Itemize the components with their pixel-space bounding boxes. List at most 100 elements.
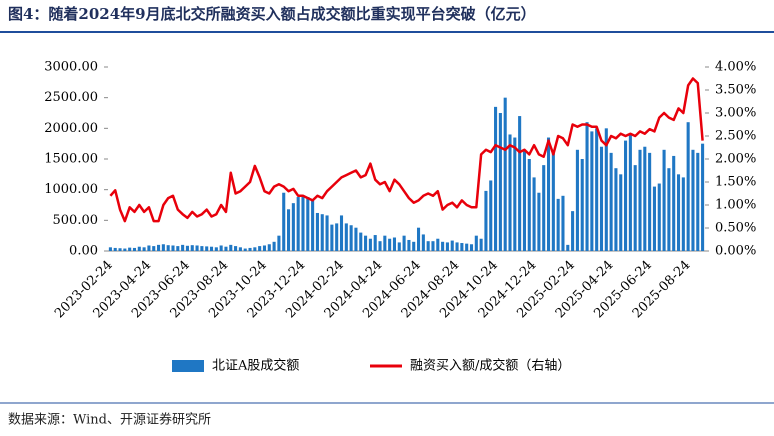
bar — [609, 152, 613, 251]
bar — [262, 245, 267, 251]
bar — [638, 149, 642, 251]
bar — [595, 128, 599, 251]
chart-title: 图4：随着2024年9月底北交所融资买入额占成交额比重实现平台突破（亿元） — [8, 5, 536, 23]
bar — [397, 242, 401, 251]
bar — [335, 223, 339, 251]
bar — [171, 245, 175, 251]
bar — [258, 246, 262, 251]
y2-tick-label: 0.00% — [715, 244, 756, 259]
bar — [580, 159, 584, 251]
y-tick-label: 1000.00 — [44, 182, 98, 197]
y2-tick-label: 3.50% — [715, 83, 756, 98]
bar — [619, 174, 623, 251]
bar — [657, 183, 661, 251]
bar — [248, 247, 252, 251]
bar — [181, 244, 185, 251]
bar — [407, 239, 411, 251]
bar — [152, 246, 156, 251]
bar — [306, 197, 310, 251]
bar — [628, 134, 632, 251]
bar — [431, 241, 435, 251]
bar — [662, 149, 666, 251]
bar — [123, 248, 127, 251]
bar — [209, 246, 214, 251]
bar — [667, 168, 671, 251]
y2-tick-label: 2.50% — [715, 129, 756, 144]
bar — [450, 240, 454, 251]
bar — [176, 246, 180, 251]
bar — [460, 243, 464, 251]
y-tick-label: 1500.00 — [44, 152, 98, 167]
bar — [147, 245, 151, 251]
bar — [373, 235, 377, 251]
bar — [686, 122, 690, 251]
bar — [311, 200, 315, 251]
bar — [287, 209, 291, 251]
bar — [701, 143, 705, 251]
bar — [359, 232, 363, 251]
bar — [696, 152, 700, 251]
y-tick-label: 3000.00 — [44, 60, 98, 75]
bar — [455, 242, 459, 251]
bar — [494, 106, 498, 251]
bar — [518, 116, 522, 251]
bar — [484, 190, 488, 251]
bar — [498, 113, 502, 251]
bar — [416, 227, 421, 251]
bar — [513, 137, 517, 251]
bar — [590, 131, 594, 251]
bar — [378, 241, 382, 251]
bar — [412, 241, 416, 251]
bar — [157, 244, 161, 251]
source: 数据来源：Wind、开源证券研究所 — [8, 412, 211, 428]
bar — [585, 122, 589, 251]
bar — [624, 140, 628, 251]
bar — [614, 168, 618, 251]
bar — [556, 198, 560, 251]
bar — [388, 238, 392, 251]
bar — [676, 174, 681, 251]
bar — [571, 211, 575, 251]
bar — [132, 247, 137, 251]
bar — [551, 149, 555, 251]
bar — [195, 245, 199, 251]
bar — [229, 244, 233, 251]
bar — [253, 247, 257, 251]
bar — [522, 149, 526, 251]
bar — [392, 237, 397, 251]
bar — [205, 246, 209, 251]
bar — [445, 242, 449, 251]
bar — [330, 224, 334, 251]
bar — [142, 247, 146, 251]
bar — [643, 146, 647, 251]
bar — [214, 247, 218, 251]
y-tick-label: 500.00 — [53, 213, 99, 228]
bar — [368, 238, 372, 251]
bar — [469, 244, 474, 251]
bar — [648, 152, 652, 251]
bar — [320, 214, 324, 251]
legend-label: 北证A股成交额 — [212, 358, 299, 374]
bar — [575, 149, 579, 251]
y-tick-label: 0.00 — [69, 244, 98, 259]
bar — [243, 248, 247, 251]
y2-tick-label: 0.50% — [715, 221, 756, 236]
bar — [166, 245, 170, 251]
line — [109, 77, 704, 223]
bar — [672, 155, 676, 251]
bar — [566, 244, 570, 251]
y2-tick-label: 1.00% — [715, 198, 756, 213]
bar — [238, 247, 242, 251]
bar — [282, 192, 286, 251]
bar — [185, 245, 189, 251]
bar — [652, 186, 656, 251]
y2-tick-label: 2.00% — [715, 152, 756, 167]
legend-swatch — [172, 360, 204, 372]
bar — [315, 212, 319, 251]
bar — [349, 225, 353, 251]
bar — [118, 248, 122, 251]
bar — [546, 137, 551, 251]
bar — [301, 195, 305, 251]
bar — [364, 235, 368, 251]
